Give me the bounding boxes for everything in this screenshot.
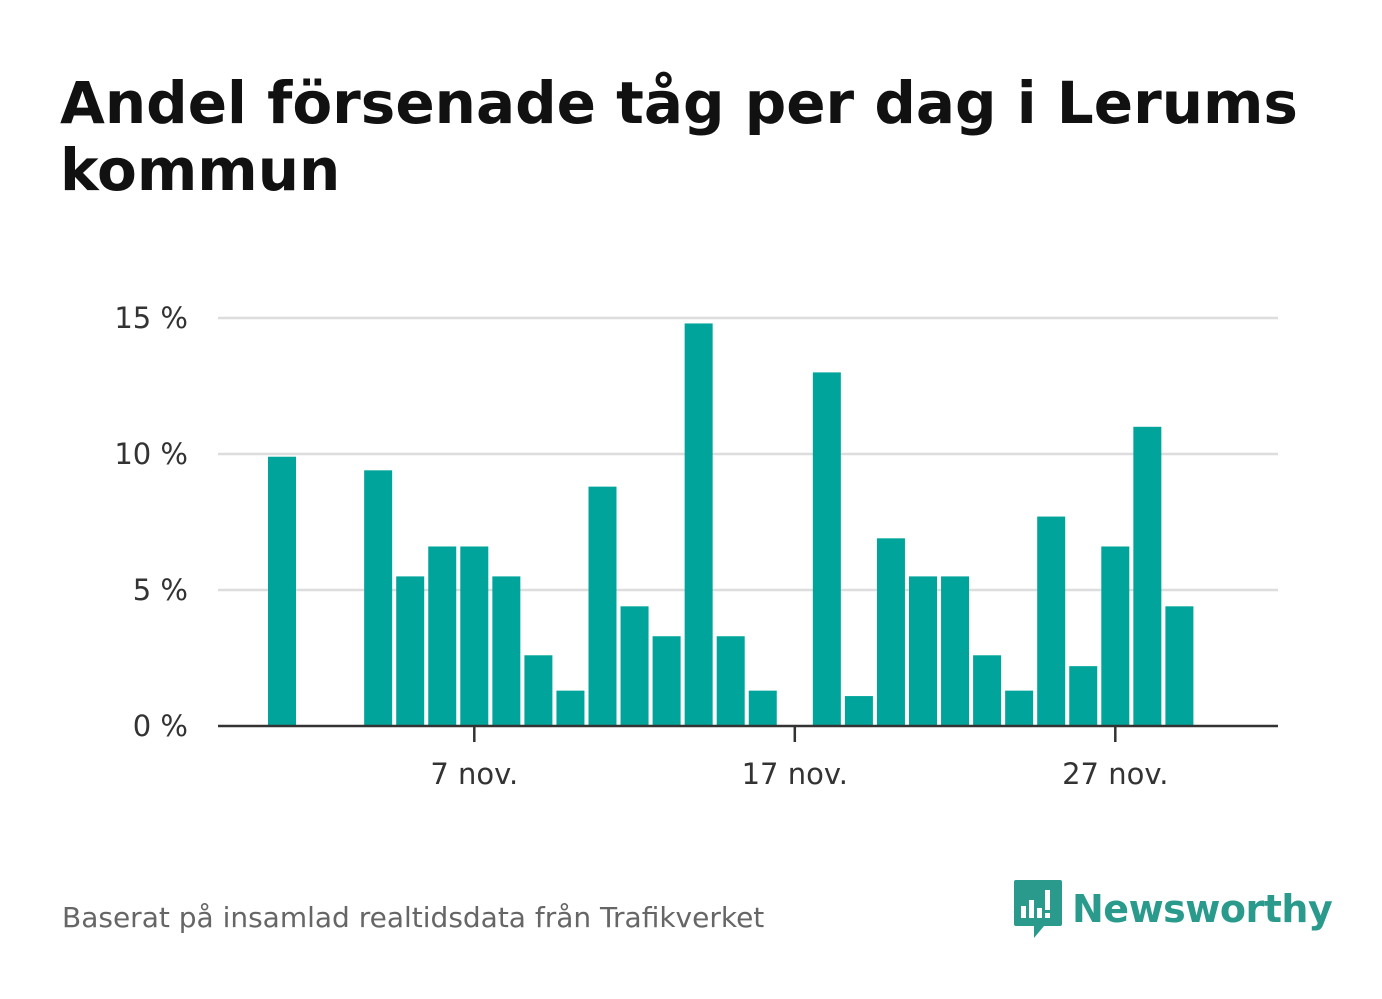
x-tick-label: 27 nov. [1062,757,1168,791]
bar [524,655,553,726]
bar [1005,690,1034,726]
newsworthy-logo-icon [1014,880,1062,938]
bar [268,456,296,726]
bar [492,576,521,726]
x-tick-label: 17 nov. [742,757,848,791]
bar [428,546,457,726]
y-tick-label: 15 % [114,301,188,335]
bar [973,655,1002,726]
y-tick-label: 0 % [133,709,188,743]
bar [1101,546,1130,726]
bar [684,323,713,726]
bar [1133,426,1162,726]
brand-name: Newsworthy [1072,887,1333,931]
y-tick-label: 5 % [133,573,188,607]
bar [1037,516,1066,726]
y-axis-ticks: 0 % 5 % 10 % 15 % [114,301,188,743]
bar [909,576,937,726]
bar [652,636,681,726]
bar [1069,666,1098,726]
bar [941,576,970,726]
bar [812,372,841,726]
y-tick-label: 10 % [114,437,188,471]
bar [588,486,617,726]
bar [876,538,905,726]
chart-title: Andel försenade tåg per dag i Lerums kom… [60,69,1298,204]
bar [748,690,777,726]
bar [364,470,393,726]
bar [1165,606,1194,726]
x-axis-ticks: 7 nov. 17 nov. 27 nov. [430,726,1168,791]
brand-logo[interactable]: Newsworthy [1012,878,1333,940]
bar [844,696,873,726]
x-tick-label: 7 nov. [430,757,518,791]
bar [460,546,489,726]
bar [716,636,745,726]
bar [396,576,425,726]
source-note: Baserat på insamlad realtidsdata från Tr… [62,901,765,934]
bar [620,606,649,726]
bar [556,690,585,726]
bars [268,323,1194,726]
